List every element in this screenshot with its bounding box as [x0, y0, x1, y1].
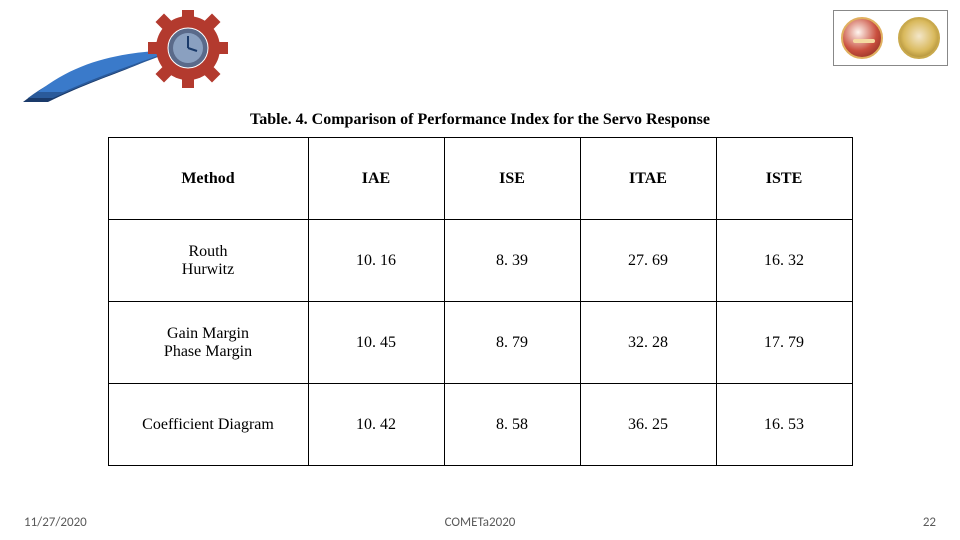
cell-ise: 8. 39 — [444, 220, 580, 302]
table-header-row: Method IAE ISE ITAE ISTE — [108, 138, 852, 220]
medal-icon-1 — [841, 17, 883, 59]
header — [0, 0, 960, 105]
col-iae: IAE — [308, 138, 444, 220]
performance-table: Method IAE ISE ITAE ISTE RouthHurwitz 10… — [108, 137, 853, 466]
cell-iste: 16. 32 — [716, 220, 852, 302]
col-itae: ITAE — [580, 138, 716, 220]
table-row: Gain MarginPhase Margin 10. 45 8. 79 32.… — [108, 302, 852, 384]
table-caption: Table. 4. Comparison of Performance Inde… — [0, 111, 960, 129]
logo-right — [833, 10, 948, 66]
medal-icon-2 — [898, 17, 940, 59]
cell-iae: 10. 45 — [308, 302, 444, 384]
cell-method: RouthHurwitz — [108, 220, 308, 302]
cell-iae: 10. 42 — [308, 384, 444, 466]
footer-page: 22 — [923, 515, 936, 530]
table-row: RouthHurwitz 10. 16 8. 39 27. 69 16. 32 — [108, 220, 852, 302]
footer-center: COMETa2020 — [445, 515, 516, 530]
cell-ise: 8. 58 — [444, 384, 580, 466]
cell-method: Gain MarginPhase Margin — [108, 302, 308, 384]
cell-iae: 10. 16 — [308, 220, 444, 302]
logo-left — [18, 10, 273, 105]
cell-itae: 32. 28 — [580, 302, 716, 384]
cell-ise: 8. 79 — [444, 302, 580, 384]
cell-iste: 17. 79 — [716, 302, 852, 384]
footer-date: 11/27/2020 — [24, 515, 87, 530]
cell-method: Coefficient Diagram — [108, 384, 308, 466]
table-row: Coefficient Diagram 10. 42 8. 58 36. 25 … — [108, 384, 852, 466]
cell-iste: 16. 53 — [716, 384, 852, 466]
col-ise: ISE — [444, 138, 580, 220]
cell-itae: 36. 25 — [580, 384, 716, 466]
col-iste: ISTE — [716, 138, 852, 220]
cell-itae: 27. 69 — [580, 220, 716, 302]
table-container: Method IAE ISE ITAE ISTE RouthHurwitz 10… — [108, 137, 853, 466]
col-method: Method — [108, 138, 308, 220]
footer: 11/27/2020 COMETa2020 22 — [0, 510, 960, 530]
